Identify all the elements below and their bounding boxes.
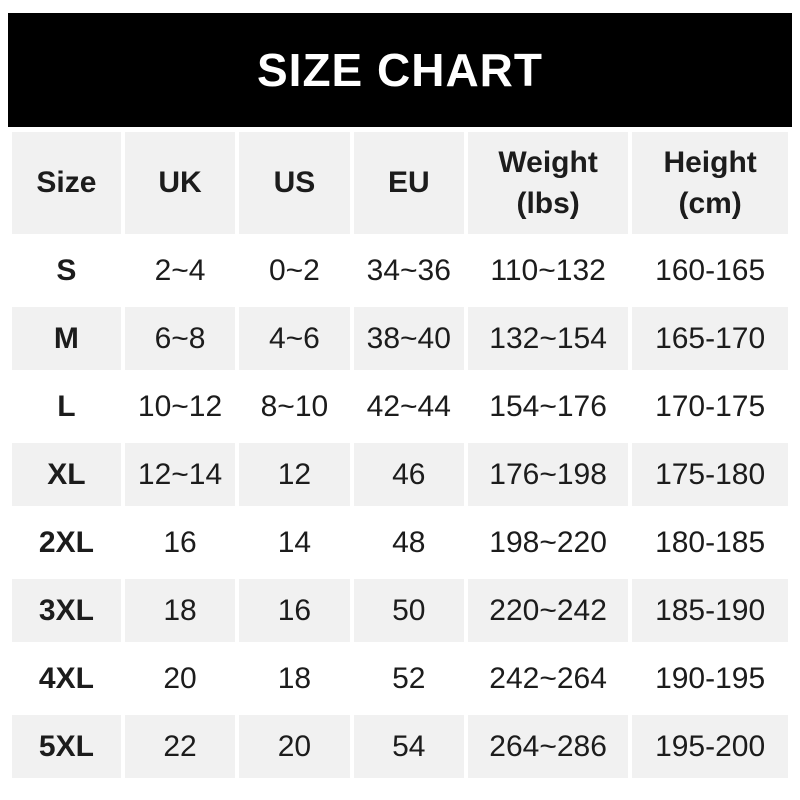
cell-us: 16 <box>239 579 350 642</box>
col-header-size: Size <box>12 132 121 234</box>
cell-height: 170-175 <box>632 375 788 438</box>
table-row-3xl: 3XL 18 16 50 220~242 185-190 <box>12 579 788 642</box>
cell-us: 14 <box>239 511 350 574</box>
cell-eu: 48 <box>353 511 464 574</box>
cell-weight: 220~242 <box>467 579 629 642</box>
cell-weight: 132~154 <box>467 307 629 370</box>
cell-uk: 10~12 <box>124 375 236 438</box>
cell-height: 165-170 <box>632 307 788 370</box>
table-row-4xl: 4XL 20 18 52 242~264 190-195 <box>12 647 788 710</box>
cell-weight: 154~176 <box>467 375 629 438</box>
cell-height: 195-200 <box>632 715 788 778</box>
cell-eu: 50 <box>353 579 464 642</box>
page-title: SIZE CHART <box>257 44 543 96</box>
cell-height: 160-165 <box>632 239 788 302</box>
table-row-5xl: 5XL 22 20 54 264~286 195-200 <box>12 715 788 778</box>
table-row-2xl: 2XL 16 14 48 198~220 180-185 <box>12 511 788 574</box>
cell-uk: 12~14 <box>124 443 236 506</box>
cell-size: 2XL <box>12 511 121 574</box>
cell-uk: 18 <box>124 579 236 642</box>
col-header-eu: EU <box>353 132 464 234</box>
cell-us: 8~10 <box>239 375 350 438</box>
cell-uk: 6~8 <box>124 307 236 370</box>
cell-size: M <box>12 307 121 370</box>
table-row-xl: XL 12~14 12 46 176~198 175-180 <box>12 443 788 506</box>
cell-weight: 176~198 <box>467 443 629 506</box>
cell-eu: 38~40 <box>353 307 464 370</box>
col-header-weight: Weight (lbs) <box>467 132 629 234</box>
banner: SIZE CHART <box>8 13 792 127</box>
cell-weight: 198~220 <box>467 511 629 574</box>
cell-eu: 46 <box>353 443 464 506</box>
table-row-l: L 10~12 8~10 42~44 154~176 170-175 <box>12 375 788 438</box>
cell-us: 0~2 <box>239 239 350 302</box>
cell-uk: 2~4 <box>124 239 236 302</box>
cell-height: 190-195 <box>632 647 788 710</box>
cell-eu: 42~44 <box>353 375 464 438</box>
col-header-us: US <box>239 132 350 234</box>
cell-uk: 20 <box>124 647 236 710</box>
cell-size: 5XL <box>12 715 121 778</box>
cell-size: XL <box>12 443 121 506</box>
cell-weight: 110~132 <box>467 239 629 302</box>
table-row-m: M 6~8 4~6 38~40 132~154 165-170 <box>12 307 788 370</box>
cell-us: 12 <box>239 443 350 506</box>
cell-weight: 264~286 <box>467 715 629 778</box>
cell-uk: 16 <box>124 511 236 574</box>
cell-height: 185-190 <box>632 579 788 642</box>
cell-us: 4~6 <box>239 307 350 370</box>
cell-eu: 54 <box>353 715 464 778</box>
cell-eu: 52 <box>353 647 464 710</box>
cell-us: 20 <box>239 715 350 778</box>
size-table: Size UK US EU Weight (lbs) Height (cm) S… <box>8 127 792 783</box>
cell-uk: 22 <box>124 715 236 778</box>
col-header-height: Height (cm) <box>632 132 788 234</box>
cell-size: 4XL <box>12 647 121 710</box>
cell-height: 180-185 <box>632 511 788 574</box>
cell-size: S <box>12 239 121 302</box>
table-row-s: S 2~4 0~2 34~36 110~132 160-165 <box>12 239 788 302</box>
cell-height: 175-180 <box>632 443 788 506</box>
col-header-uk: UK <box>124 132 236 234</box>
header-row: Size UK US EU Weight (lbs) Height (cm) <box>12 132 788 234</box>
cell-us: 18 <box>239 647 350 710</box>
cell-size: 3XL <box>12 579 121 642</box>
cell-weight: 242~264 <box>467 647 629 710</box>
cell-eu: 34~36 <box>353 239 464 302</box>
cell-size: L <box>12 375 121 438</box>
